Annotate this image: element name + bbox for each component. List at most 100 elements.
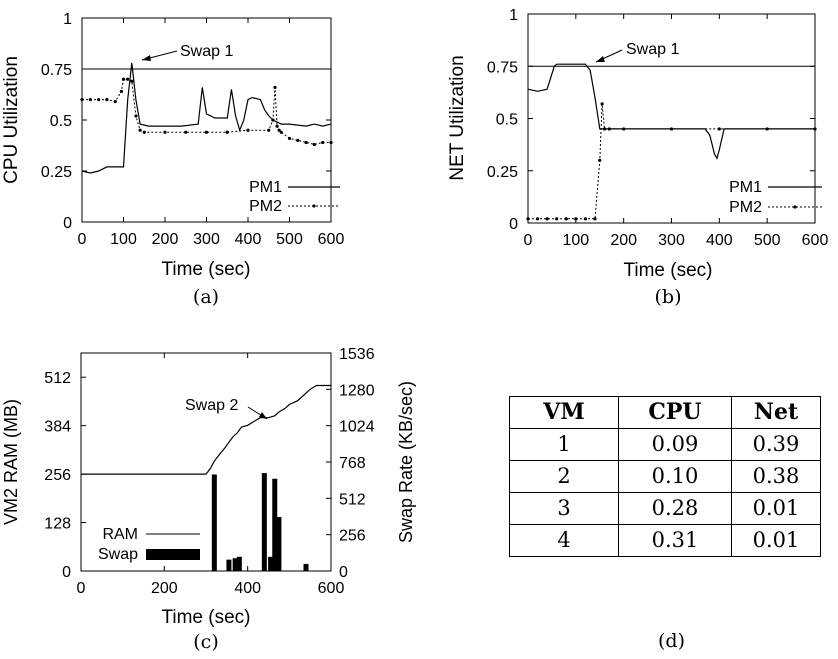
series-point-pm2 bbox=[600, 102, 604, 106]
x-tick-label: 600 bbox=[802, 232, 829, 249]
swap-bar bbox=[226, 559, 232, 571]
x-axis-label: Time (sec) bbox=[161, 259, 250, 280]
swap-bar bbox=[211, 474, 217, 571]
y-axis-label: VM2 RAM (MB) bbox=[1, 399, 21, 525]
y2-tick-label: 1280 bbox=[339, 382, 375, 399]
x-tick-label: 0 bbox=[524, 232, 533, 249]
series-line-pm1 bbox=[81, 62, 332, 174]
table-row: 1 0.09 0.39 bbox=[509, 428, 821, 461]
x-axis-label: Time (sec) bbox=[623, 260, 712, 281]
arrow-head bbox=[596, 56, 605, 62]
legend-label-pm1: PM1 bbox=[249, 179, 282, 196]
series-point-pm2 bbox=[574, 217, 578, 221]
y-tick-label: 0.5 bbox=[496, 112, 518, 129]
table-cell: 0.38 bbox=[731, 460, 821, 493]
y-tick-label: 0 bbox=[63, 215, 72, 232]
series-point-pm2 bbox=[287, 136, 292, 140]
y-tick-label: 0 bbox=[62, 564, 71, 581]
series-point-pm2 bbox=[130, 79, 134, 83]
x-tick-label: 300 bbox=[658, 232, 685, 249]
series-point-pm2 bbox=[267, 128, 271, 132]
caption-c: (c) bbox=[193, 631, 218, 653]
series-point-pm2 bbox=[598, 158, 602, 162]
x-tick-label: 0 bbox=[77, 580, 86, 597]
series-point-pm2 bbox=[134, 114, 138, 118]
y-tick-label: 1 bbox=[509, 7, 518, 24]
series-line-pm2 bbox=[528, 103, 815, 220]
table-cell: 4 bbox=[509, 524, 619, 557]
x-tick-label: 400 bbox=[234, 580, 261, 597]
legend-marker-pm2 bbox=[312, 204, 316, 208]
series-point-pm2 bbox=[119, 89, 124, 94]
series-point-pm2 bbox=[279, 130, 283, 134]
table-row: 2 0.10 0.38 bbox=[509, 460, 821, 493]
swap-bar bbox=[276, 517, 282, 571]
legend-label-swap: Swap bbox=[98, 546, 138, 563]
annotation-swap-2: Swap 2 bbox=[185, 397, 238, 414]
swap-bar bbox=[236, 556, 242, 571]
table-cell: 0.31 bbox=[618, 524, 732, 557]
legend-marker-pm2 bbox=[793, 205, 797, 209]
series-point-pm2 bbox=[329, 140, 333, 145]
series-point-pm2 bbox=[813, 127, 817, 131]
y-axis-label: CPU Utilization bbox=[1, 56, 22, 184]
x-tick-label: 400 bbox=[235, 231, 262, 248]
series-point-pm2 bbox=[184, 130, 188, 134]
table-cell: 2 bbox=[509, 460, 619, 493]
y-tick-label: 1 bbox=[63, 11, 72, 28]
table-header-row: VM CPU Net bbox=[509, 396, 821, 429]
table-cell: 0.28 bbox=[618, 492, 732, 525]
column-header-net: Net bbox=[731, 396, 821, 429]
series-point-pm2 bbox=[526, 217, 530, 221]
legend-label-pm2: PM2 bbox=[249, 198, 282, 215]
series-point-pm2 bbox=[163, 130, 167, 134]
x-tick-label: 500 bbox=[276, 231, 303, 248]
y-tick-label: 0.75 bbox=[487, 59, 518, 76]
annotation-swap-1: Swap 1 bbox=[180, 43, 233, 60]
x-tick-label: 300 bbox=[193, 231, 220, 248]
swap-bar bbox=[261, 473, 267, 571]
y2-tick-label: 1024 bbox=[339, 419, 375, 436]
series-point-pm2 bbox=[275, 124, 279, 128]
series-point-pm2 bbox=[669, 127, 674, 131]
y2-tick-label: 0 bbox=[339, 564, 348, 581]
x-axis-label: Time (sec) bbox=[161, 607, 250, 628]
series-point-pm2 bbox=[121, 77, 126, 81]
x-tick-label: 100 bbox=[110, 231, 137, 248]
series-point-pm2 bbox=[555, 217, 559, 221]
annotation-swap-1: Swap 1 bbox=[626, 41, 679, 58]
series-point-pm2 bbox=[88, 98, 92, 102]
series-point-pm2 bbox=[126, 77, 130, 81]
table-cell: 0.01 bbox=[731, 492, 821, 525]
series-line-ram bbox=[81, 384, 331, 475]
series-point-pm2 bbox=[545, 217, 549, 221]
table-cell: 0.01 bbox=[731, 524, 821, 557]
series-point-pm2 bbox=[113, 100, 117, 104]
swap-bar bbox=[268, 556, 274, 571]
caption-b: (b) bbox=[655, 286, 682, 308]
table-row: 3 0.28 0.01 bbox=[509, 492, 821, 525]
series-point-pm2 bbox=[273, 85, 277, 89]
series-point-pm2 bbox=[765, 127, 769, 131]
x-tick-label: 200 bbox=[610, 232, 637, 249]
arrow-head bbox=[259, 412, 267, 419]
legend-label-pm1: PM1 bbox=[729, 179, 762, 196]
y-tick-label: 0 bbox=[509, 216, 518, 233]
y-tick-label: 384 bbox=[44, 419, 71, 436]
series-point-pm2 bbox=[97, 98, 101, 102]
series-point-pm2 bbox=[312, 142, 316, 147]
x-tick-label: 600 bbox=[318, 231, 345, 248]
series-point-pm2 bbox=[246, 128, 250, 132]
table-row: 4 0.31 0.01 bbox=[509, 524, 821, 557]
series-point-pm2 bbox=[717, 127, 721, 131]
y-axis-label: NET Utilization bbox=[447, 55, 468, 180]
series-point-pm2 bbox=[564, 217, 568, 221]
y2-axis-label: Swap Rate (KB/sec) bbox=[396, 381, 416, 543]
swap-bar bbox=[303, 563, 309, 571]
y-tick-label: 512 bbox=[44, 370, 71, 387]
y2-tick-label: 1536 bbox=[339, 346, 375, 363]
caption-a: (a) bbox=[193, 286, 219, 308]
panel-b-net-chart: 0 100 200 300 400 500 600 0 0.25 0.5 0.75 1 NET Uti… bbox=[447, 7, 828, 308]
series-line-pm1 bbox=[527, 63, 815, 160]
